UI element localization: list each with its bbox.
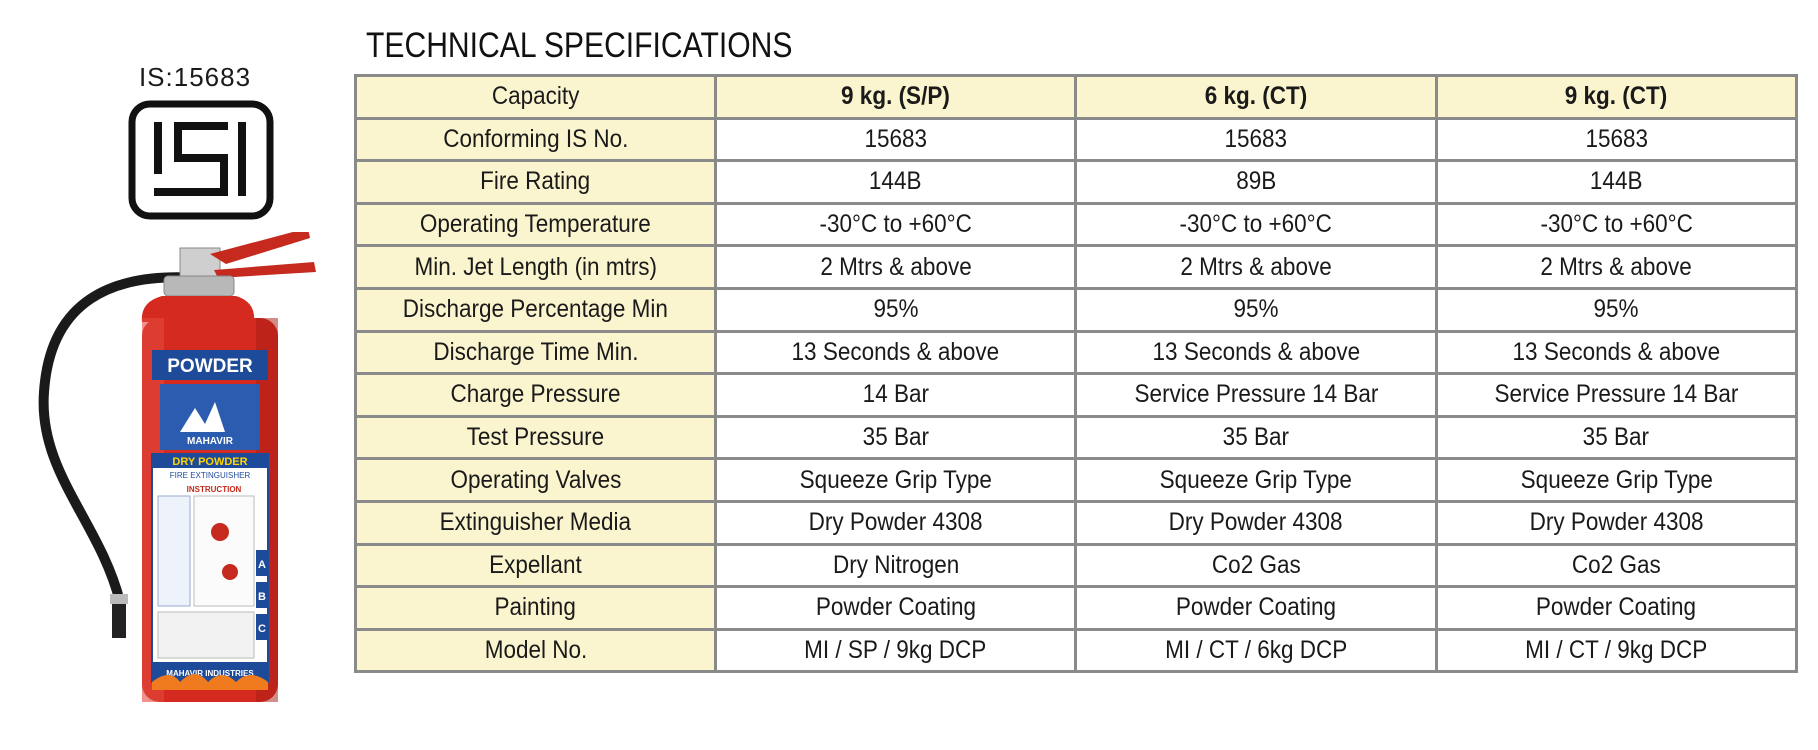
specifications-table: Capacity 9 kg. (S/P) 6 kg. (CT) 9 kg. (C… [354, 74, 1799, 674]
value-cell: MI / CT / 6kg DCP [1074, 627, 1438, 674]
value-cell: Dry Powder 4308 [713, 499, 1078, 546]
value-cell: 14 Bar [713, 372, 1078, 418]
row-label-cell: Operating Valves [354, 457, 717, 503]
value-cell: 144B [1434, 159, 1799, 205]
table-row: Test Pressure 35 Bar 35 Bar 35 Bar [354, 414, 1799, 461]
value-cell: 35 Bar [1434, 414, 1799, 461]
header-column-cell: 9 kg. (S/P) [713, 74, 1078, 120]
table-row: Conforming IS No. 15683 15683 15683 [354, 116, 1799, 163]
isi-caption: IS:15683 [138, 62, 252, 92]
class-a: A [258, 559, 266, 571]
table-row: Min. Jet Length (in mtrs) 2 Mtrs & above 2… [354, 244, 1799, 290]
value-cell: 13 Seconds & above [713, 329, 1078, 376]
row-label-cell: Discharge Percentage Min [354, 286, 717, 333]
value-cell: 15683 [1434, 116, 1799, 163]
value-cell: 95% [713, 286, 1078, 333]
table-row: Expellant Dry Nitrogen Co2 Gas Co2 Gas [354, 542, 1799, 589]
value-cell: Co2 Gas [1434, 542, 1799, 589]
class-b: B [258, 591, 266, 603]
value-cell: Dry Powder 4308 [1434, 499, 1799, 546]
value-cell: Service Pressure 14 Bar [1074, 372, 1438, 418]
table-row: Extinguisher Media Dry Powder 4308 Dry Pow… [354, 499, 1799, 546]
value-cell: MI / CT / 9kg DCP [1434, 627, 1799, 674]
row-label-cell: Model No. [354, 627, 717, 674]
brand-label: MAHAVIR [187, 436, 234, 447]
value-cell: 2 Mtrs & above [1434, 244, 1799, 290]
value-cell: 95% [1434, 286, 1799, 333]
value-cell: Squeeze Grip Type [1434, 457, 1799, 503]
value-cell: Powder Coating [1074, 585, 1438, 631]
row-label-cell: Conforming IS No. [354, 116, 717, 163]
row-label-cell: Fire Rating [354, 159, 717, 205]
header-column-cell: 6 kg. (CT) [1074, 74, 1438, 120]
value-cell: -30°C to +60°C [713, 201, 1078, 248]
value-cell: 2 Mtrs & above [1074, 244, 1438, 290]
row-label-cell: Test Pressure [354, 414, 717, 461]
row-label-cell: Min. Jet Length (in mtrs) [354, 244, 717, 290]
header-column-cell: 9 kg. (CT) [1434, 74, 1799, 120]
value-cell: Co2 Gas [1074, 542, 1438, 589]
value-cell: Squeeze Grip Type [713, 457, 1078, 503]
value-cell: 2 Mtrs & above [713, 244, 1078, 290]
value-cell: 15683 [1074, 116, 1438, 163]
product-label: DRY POWDER [172, 456, 247, 468]
table-row: Model No. MI / SP / 9kg DCP MI / CT / 6kg … [354, 627, 1799, 674]
value-cell: 35 Bar [713, 414, 1078, 461]
value-cell: -30°C to +60°C [1074, 201, 1438, 248]
row-label-cell: Discharge Time Min. [354, 329, 717, 376]
row-label-cell: Extinguisher Media [354, 499, 717, 546]
band-label: POWDER [167, 356, 253, 377]
class-c: C [258, 623, 266, 635]
table-row: Fire Rating 144B 89B 144B [354, 159, 1799, 205]
value-cell: Powder Coating [713, 585, 1078, 631]
isi-certification: IS:15683 [112, 62, 278, 222]
table-row: Discharge Time Min. 13 Seconds & above 13 … [354, 329, 1799, 376]
table-row: Discharge Percentage Min 95% 95% 95% [354, 286, 1799, 333]
maker-label: MAHAVIR INDUSTRIES [166, 669, 254, 678]
value-cell: 89B [1074, 159, 1438, 205]
value-cell: 13 Seconds & above [1074, 329, 1438, 376]
table-row: Charge Pressure 14 Bar Service Pressure 14… [354, 372, 1799, 418]
value-cell: 144B [713, 159, 1078, 205]
page-title: TECHNICAL SPECIFICATIONS [366, 26, 793, 65]
value-cell: 15683 [713, 116, 1078, 163]
value-cell: Dry Powder 4308 [1074, 499, 1438, 546]
value-cell: 13 Seconds & above [1434, 329, 1799, 376]
value-cell: Powder Coating [1434, 585, 1799, 631]
sub-label: FIRE EXTINGUISHER [170, 471, 251, 480]
value-cell: Dry Nitrogen [713, 542, 1078, 589]
table-row: Painting Powder Coating Powder Coating Powd… [354, 585, 1799, 631]
value-cell: Squeeze Grip Type [1074, 457, 1438, 503]
row-label-cell: Expellant [354, 542, 717, 589]
fire-extinguisher-icon: POWDER MAHAVIR DRY POWDER FIRE EXTINGUIS… [30, 228, 320, 722]
row-label-cell: Painting [354, 585, 717, 631]
row-label-cell: Operating Temperature [354, 201, 717, 248]
value-cell: Service Pressure 14 Bar [1434, 372, 1799, 418]
table-row: Operating Temperature -30°C to +60°C -30°C… [354, 201, 1799, 248]
row-label-cell: Charge Pressure [354, 372, 717, 418]
value-cell: 95% [1074, 286, 1438, 333]
value-cell: MI / SP / 9kg DCP [713, 627, 1078, 674]
value-cell: -30°C to +60°C [1434, 201, 1799, 248]
table-header-row: Capacity 9 kg. (S/P) 6 kg. (CT) 9 kg. (C… [354, 74, 1799, 120]
table-row: Operating Valves Squeeze Grip Type Squeeze… [354, 457, 1799, 503]
value-cell: 35 Bar [1074, 414, 1438, 461]
instruction-label: INSTRUCTION [187, 485, 242, 494]
header-label-cell: Capacity [354, 74, 717, 120]
isi-mark-icon [128, 100, 274, 220]
